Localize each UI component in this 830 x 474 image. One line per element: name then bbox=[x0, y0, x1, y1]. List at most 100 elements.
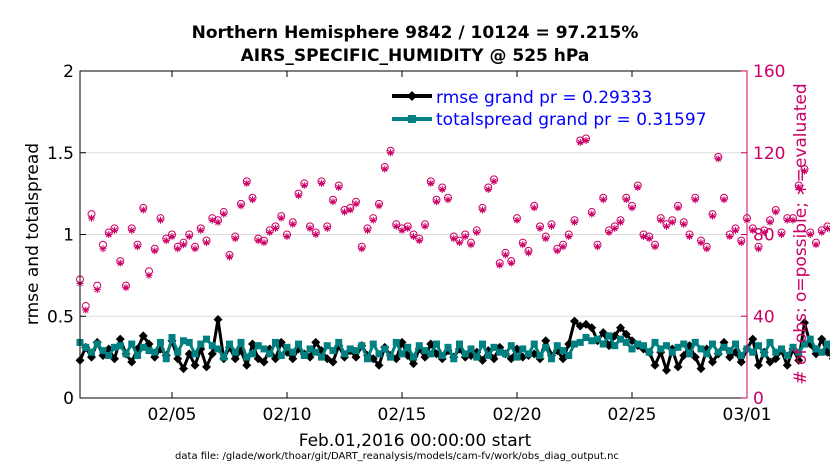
totalspread-point bbox=[226, 341, 233, 348]
totalspread-point bbox=[468, 345, 475, 352]
obs-evaluated-marker bbox=[370, 217, 377, 224]
totalspread-point bbox=[479, 341, 486, 348]
totalspread-point bbox=[215, 345, 222, 352]
totalspread-point bbox=[330, 347, 337, 354]
y-right-tick-label: 80 bbox=[753, 226, 775, 246]
obs-evaluated-marker bbox=[186, 233, 193, 240]
obs-evaluated-marker bbox=[485, 186, 492, 193]
obs-evaluated-marker bbox=[738, 239, 745, 246]
obs-evaluated-marker bbox=[105, 231, 112, 238]
obs-evaluated-marker bbox=[703, 245, 710, 252]
legend-label-totalspread: totalspread grand pr = 0.31597 bbox=[436, 110, 707, 130]
obs-evaluated-marker bbox=[330, 198, 337, 205]
totalspread-point bbox=[203, 336, 210, 343]
totalspread-point bbox=[749, 349, 756, 356]
legend-label-rmse: rmse grand pr = 0.29333 bbox=[436, 88, 652, 108]
obs-evaluated-marker bbox=[652, 243, 659, 250]
totalspread-point bbox=[456, 341, 463, 348]
totalspread-point bbox=[755, 342, 762, 349]
obs-evaluated-marker bbox=[583, 137, 590, 144]
totalspread-point bbox=[387, 354, 394, 361]
obs-evaluated-marker bbox=[318, 180, 325, 187]
obs-evaluated-marker bbox=[629, 204, 636, 211]
obs-evaluated-marker bbox=[496, 262, 503, 269]
obs-evaluated-marker bbox=[215, 219, 222, 226]
totalspread-point bbox=[502, 350, 509, 357]
totalspread-point bbox=[301, 352, 308, 359]
obs-evaluated-marker bbox=[266, 229, 273, 236]
obs-evaluated-marker bbox=[686, 233, 693, 240]
obs-evaluated-marker bbox=[755, 245, 762, 252]
obs-evaluated-marker bbox=[312, 231, 319, 238]
obs-evaluated-marker bbox=[157, 217, 164, 224]
x-tick-label: 02/25 bbox=[608, 405, 657, 425]
totalspread-point bbox=[266, 350, 273, 357]
totalspread-point bbox=[238, 339, 245, 346]
obs-evaluated-marker bbox=[606, 229, 613, 236]
totalspread-point bbox=[192, 350, 199, 357]
obs-evaluated-marker bbox=[364, 227, 371, 234]
obs-evaluated-marker bbox=[232, 235, 239, 242]
totalspread-point bbox=[249, 350, 256, 357]
obs-evaluated-marker bbox=[675, 204, 682, 211]
totalspread-point bbox=[272, 339, 279, 346]
obs-evaluated-marker bbox=[88, 215, 95, 222]
obs-evaluated-marker bbox=[715, 155, 722, 162]
totalspread-point bbox=[703, 350, 710, 357]
totalspread-point bbox=[784, 352, 791, 359]
y-left-tick-label: 1 bbox=[63, 226, 74, 246]
totalspread-point bbox=[600, 341, 607, 348]
obs-evaluated-marker bbox=[301, 182, 308, 189]
obs-evaluated-marker bbox=[565, 233, 572, 240]
totalspread-point bbox=[232, 349, 239, 356]
totalspread-point bbox=[686, 350, 693, 357]
totalspread-point bbox=[732, 341, 739, 348]
obs-evaluated-marker bbox=[393, 223, 400, 230]
totalspread-point bbox=[186, 339, 193, 346]
totalspread-point bbox=[134, 352, 141, 359]
obs-evaluated-marker bbox=[203, 239, 210, 246]
totalspread-point bbox=[508, 342, 515, 349]
totalspread-point bbox=[151, 349, 158, 356]
obs-evaluated-marker bbox=[128, 227, 135, 234]
obs-evaluated-marker bbox=[433, 198, 440, 205]
obs-evaluated-marker bbox=[358, 245, 365, 252]
obs-evaluated-marker bbox=[387, 149, 394, 156]
obs-evaluated-marker bbox=[554, 247, 561, 254]
obs-evaluated-marker bbox=[307, 225, 314, 232]
y-right-tick-label: 120 bbox=[753, 144, 785, 164]
obs-evaluated-marker bbox=[623, 196, 630, 203]
totalspread-point bbox=[399, 350, 406, 357]
obs-evaluated-marker bbox=[537, 225, 544, 232]
obs-evaluated-marker bbox=[726, 233, 733, 240]
y-left-tick-label: 0.5 bbox=[47, 307, 74, 327]
obs-evaluated-marker bbox=[680, 221, 687, 228]
totalspread-point bbox=[606, 332, 613, 339]
obs-evaluated-marker bbox=[295, 192, 302, 199]
totalspread-point bbox=[393, 339, 400, 346]
obs-evaluated-marker bbox=[404, 225, 411, 232]
x-tick-label: 02/05 bbox=[148, 405, 197, 425]
totalspread-point bbox=[335, 339, 342, 346]
obs-evaluated-marker bbox=[772, 209, 779, 216]
obs-evaluated-marker bbox=[588, 211, 595, 218]
obs-evaluated-marker bbox=[238, 202, 245, 209]
totalspread-point bbox=[289, 349, 296, 356]
totalspread-point bbox=[646, 349, 653, 356]
obs-evaluated-marker bbox=[169, 233, 176, 240]
totalspread-point bbox=[709, 341, 716, 348]
totalspread-point bbox=[473, 354, 480, 361]
totalspread-point bbox=[128, 341, 135, 348]
obs-evaluated-marker bbox=[353, 200, 360, 207]
totalspread-point bbox=[123, 350, 130, 357]
obs-evaluated-marker bbox=[94, 286, 101, 293]
totalspread-point bbox=[117, 342, 124, 349]
totalspread-point bbox=[565, 352, 572, 359]
totalspread-point bbox=[611, 342, 618, 349]
totalspread-point bbox=[174, 349, 181, 356]
obs-evaluated-marker bbox=[111, 227, 118, 234]
data-file-footnote: data file: /glade/work/thoar/git/DART_re… bbox=[175, 451, 619, 462]
totalspread-point bbox=[370, 341, 377, 348]
obs-evaluated-marker bbox=[134, 243, 141, 250]
